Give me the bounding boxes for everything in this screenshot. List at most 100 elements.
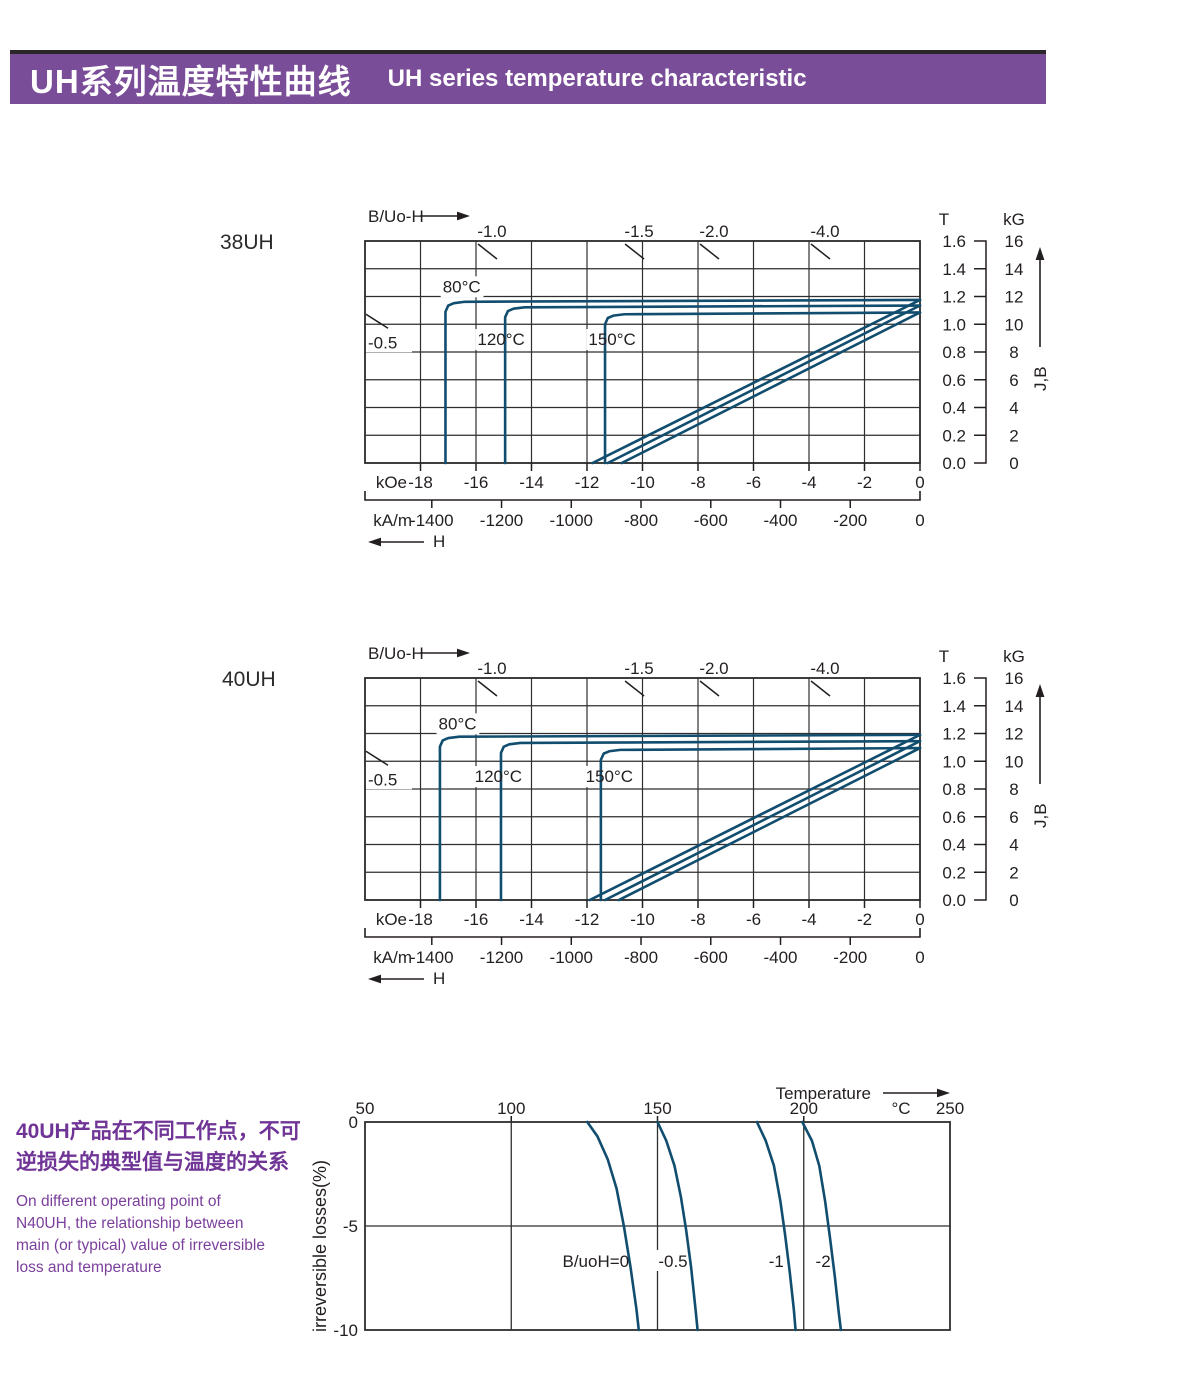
j-curve [438,733,922,902]
t-tick-label: 1.4 [942,697,966,716]
kam-unit-label: kA/m [373,948,412,967]
temp-tick-label: 100 [497,1099,525,1118]
koe-tick-label: -2 [857,910,872,929]
side-note-en-line: On different operating point of [16,1193,221,1210]
j-curve [599,746,922,902]
jb-axis-label: J,B [1031,803,1050,828]
loss-curve [755,1120,797,1332]
kg-tick-label: 6 [1009,371,1018,390]
label-bg [366,768,412,790]
j-curve [603,311,922,465]
permeance-slash [810,680,831,697]
permeance-axis-label: B/Uo-H [368,207,424,226]
koe-tick-label: 0 [915,910,924,929]
bh-chart-40uh: B/Uo-H -1.0 -1.5 -2.0 -4.0 -0.5 80°C 120°C 150°C… [364,644,1050,988]
loss-curve [585,1120,641,1332]
scale-bar [974,240,987,464]
koe-tick-label: -18 [408,910,433,929]
label-bg [551,1250,632,1271]
koe-tick-label: 0 [915,473,924,492]
kam-tick-label: -600 [694,511,728,530]
side-note-zh-line: 40UH产品在不同工作点，不可 [16,1120,301,1143]
kam-tick-label: -200 [833,948,867,967]
kg-tick-label: 2 [1009,426,1018,445]
kam-tick-label: 0 [915,511,924,530]
permeance-slash [477,680,498,697]
page-title-en: UH series temperature characteristic [387,65,807,92]
koe-tick-label: -14 [519,910,544,929]
label-bg [806,1250,833,1271]
permeance-line-label: -4.0 [810,659,839,678]
side-note-zh-line: 逆损失的典型值与温度的关系 [16,1151,289,1174]
kg-tick-label: 8 [1009,343,1018,362]
kam-tick-label: 0 [915,948,924,967]
jb-axis-label: J,B [1031,366,1050,391]
kam-tick-label: -200 [833,511,867,530]
kg-unit-label: kG [1003,210,1025,229]
kam-tick-label: -1400 [410,511,453,530]
kg-tick-label: 12 [1005,288,1024,307]
kg-tick-label: 10 [1005,315,1024,334]
j-curve [503,304,922,465]
kam-tick-label: -800 [624,511,658,530]
koe-tick-label: -8 [690,910,705,929]
kam-tick-label: -1200 [480,948,523,967]
loss-axis-label: irreversible losses(%) [310,1160,330,1332]
label-bg [583,766,636,788]
t-tick-label: 1.2 [942,288,966,307]
temperature-curve-label: 150°C [588,330,635,349]
kam-tick-label: -600 [694,948,728,967]
t-tick-label: 0.0 [942,891,966,910]
kg-tick-label: 16 [1005,669,1024,688]
loss-curve-label: -2 [816,1252,831,1271]
t-unit-label: T [939,647,949,666]
label-bg [475,329,528,351]
koe-unit-label: kOe [376,473,407,492]
temperature-curve-label: 150°C [586,767,633,786]
left-arrow-icon [368,974,381,984]
kam-tick-label: -1200 [480,511,523,530]
header-bar: UH系列温度特性曲线 UH series temperature charact… [10,50,1046,104]
kg-tick-label: 10 [1005,752,1024,771]
kg-tick-label: 8 [1009,780,1018,799]
side-note: 40UH产品在不同工作点，不可 逆损失的典型值与温度的关系 On differe… [16,1116,326,1279]
side-note-en-line: main (or typical) value of irreversible [16,1237,265,1254]
permeance-slash [365,313,389,329]
b-curve [591,298,922,465]
koe-tick-label: -10 [630,910,655,929]
t-tick-label: 1.2 [942,725,966,744]
permeance-slash [477,243,498,260]
permeance-slash [624,243,645,260]
temp-tick-label: 50 [356,1099,375,1118]
permeance-slash [365,750,389,766]
koe-tick-label: -16 [464,910,489,929]
koe-unit-label: kOe [376,910,407,929]
permeance-line-label: -2.0 [699,659,728,678]
permeance-line-label: -4.0 [810,222,839,241]
side-note-en-line: loss and temperature [16,1259,162,1276]
kam-tick-label: -800 [624,948,658,967]
label-bg [650,1250,690,1271]
t-tick-label: 1.6 [942,669,966,688]
loss-curve [656,1120,699,1332]
b-curve [588,733,922,902]
grade-label-38uh: 38UH [220,231,274,254]
kam-tick-label: -1400 [410,948,453,967]
t-tick-label: 1.4 [942,260,966,279]
koe-tick-label: -2 [857,473,872,492]
permeance-slash [624,680,645,697]
page-title-zh: UH系列温度特性曲线 [30,63,352,100]
koe-tick-label: -8 [690,473,705,492]
koe-tick-label: -10 [630,473,655,492]
j-curve [444,298,922,465]
t-tick-label: 1.6 [942,232,966,251]
left-arrow-icon [368,537,381,547]
bh-chart-38uh: B/Uo-H -1.0 -1.5 -2.0 -4.0 -0.5 80°C 120°C 150°C… [364,207,1050,551]
b-curve [606,304,922,465]
label-bg [436,713,480,735]
koe-tick-label: -4 [801,910,816,929]
t-unit-label: T [939,210,949,229]
koe-tick-label: -12 [575,473,600,492]
kg-tick-label: 4 [1009,836,1018,855]
